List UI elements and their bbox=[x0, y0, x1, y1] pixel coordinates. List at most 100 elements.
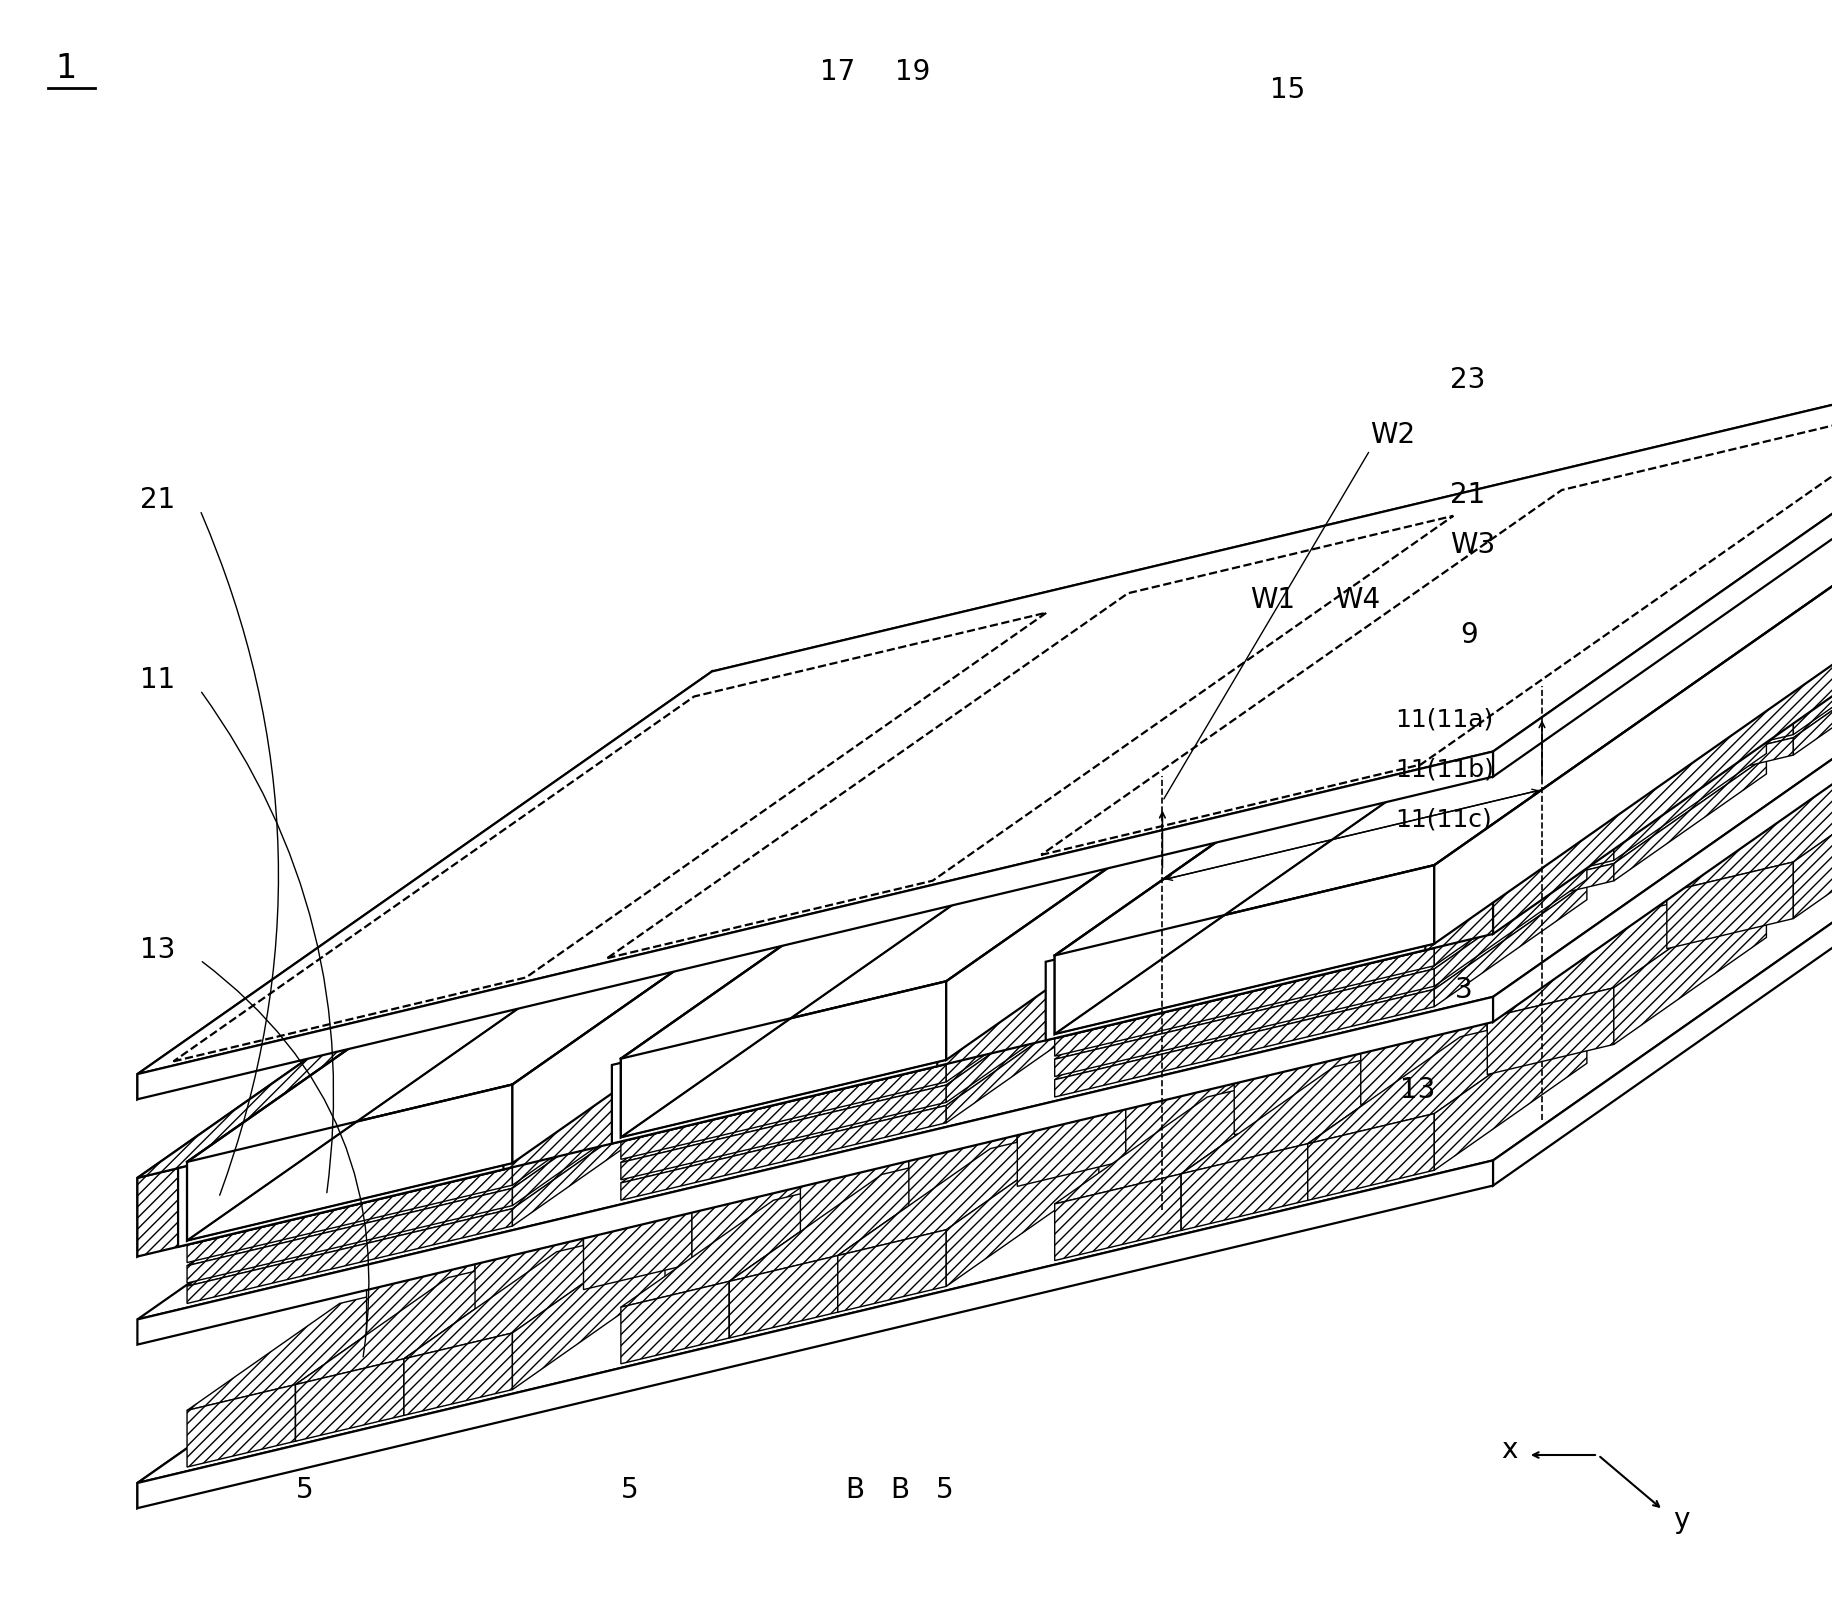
Polygon shape bbox=[546, 1026, 808, 1158]
Polygon shape bbox=[980, 747, 1458, 931]
Polygon shape bbox=[1055, 506, 1832, 955]
Polygon shape bbox=[692, 1100, 845, 1265]
Text: W1: W1 bbox=[1249, 586, 1295, 615]
Polygon shape bbox=[1541, 892, 1667, 979]
Polygon shape bbox=[187, 1208, 513, 1303]
Polygon shape bbox=[403, 1226, 665, 1358]
Polygon shape bbox=[1235, 1048, 1361, 1136]
Polygon shape bbox=[1017, 1103, 1125, 1187]
Polygon shape bbox=[137, 671, 713, 1100]
Polygon shape bbox=[692, 936, 845, 1060]
Polygon shape bbox=[187, 1189, 513, 1282]
Polygon shape bbox=[713, 348, 1832, 697]
Polygon shape bbox=[1308, 1037, 1460, 1200]
Polygon shape bbox=[1434, 842, 1587, 966]
Polygon shape bbox=[654, 1107, 762, 1190]
Polygon shape bbox=[137, 758, 1832, 1482]
Polygon shape bbox=[187, 803, 698, 1240]
Polygon shape bbox=[1667, 861, 1794, 948]
Polygon shape bbox=[178, 1090, 504, 1247]
Polygon shape bbox=[872, 829, 1024, 953]
Polygon shape bbox=[909, 1023, 1171, 1155]
Polygon shape bbox=[1055, 948, 1434, 1057]
Polygon shape bbox=[1088, 923, 1240, 1087]
Text: x: x bbox=[1502, 1436, 1519, 1465]
Text: 11(11a): 11(11a) bbox=[1394, 708, 1493, 732]
Polygon shape bbox=[1493, 594, 1832, 1023]
Polygon shape bbox=[474, 1232, 583, 1316]
Polygon shape bbox=[137, 752, 1493, 1100]
Polygon shape bbox=[1125, 873, 1279, 997]
Polygon shape bbox=[1304, 871, 1458, 1036]
Text: 11(11b): 11(11b) bbox=[1394, 758, 1493, 782]
Polygon shape bbox=[621, 981, 945, 1137]
Polygon shape bbox=[1055, 861, 1587, 1060]
Polygon shape bbox=[762, 1000, 916, 1165]
Polygon shape bbox=[1614, 881, 1766, 1045]
Polygon shape bbox=[187, 1081, 665, 1266]
Polygon shape bbox=[546, 810, 1024, 994]
Polygon shape bbox=[187, 1384, 295, 1468]
Polygon shape bbox=[1017, 1023, 1171, 1187]
Polygon shape bbox=[1361, 1018, 1488, 1105]
Polygon shape bbox=[366, 1152, 628, 1284]
Text: 1: 1 bbox=[55, 52, 77, 85]
Polygon shape bbox=[366, 936, 845, 1119]
Polygon shape bbox=[137, 855, 1493, 1257]
Polygon shape bbox=[187, 726, 1024, 1161]
Polygon shape bbox=[801, 960, 1125, 1053]
Text: 17: 17 bbox=[821, 58, 856, 85]
Polygon shape bbox=[513, 1081, 665, 1205]
Polygon shape bbox=[801, 979, 1125, 1074]
Text: 5: 5 bbox=[621, 1476, 639, 1503]
Polygon shape bbox=[1055, 1174, 1182, 1261]
Polygon shape bbox=[1125, 852, 1279, 976]
Polygon shape bbox=[1055, 865, 1434, 1034]
Polygon shape bbox=[187, 1102, 665, 1286]
Polygon shape bbox=[1046, 871, 1425, 1040]
Polygon shape bbox=[1541, 815, 1693, 979]
Polygon shape bbox=[1235, 716, 1766, 913]
Polygon shape bbox=[174, 613, 1046, 1061]
Text: 21: 21 bbox=[139, 486, 176, 515]
Text: W4: W4 bbox=[1336, 586, 1379, 615]
Polygon shape bbox=[1235, 940, 1513, 1077]
Polygon shape bbox=[1434, 861, 1587, 986]
Polygon shape bbox=[403, 1252, 557, 1416]
Polygon shape bbox=[1614, 736, 1766, 860]
Polygon shape bbox=[713, 758, 1832, 1105]
Polygon shape bbox=[621, 700, 1132, 1137]
Polygon shape bbox=[654, 1026, 808, 1190]
Polygon shape bbox=[295, 1252, 557, 1384]
Text: W2: W2 bbox=[1370, 421, 1414, 448]
Polygon shape bbox=[1488, 881, 1766, 1018]
Polygon shape bbox=[980, 813, 1304, 908]
Polygon shape bbox=[1182, 1037, 1460, 1174]
Polygon shape bbox=[1414, 718, 1794, 824]
Text: 11: 11 bbox=[139, 666, 176, 694]
Polygon shape bbox=[801, 873, 1279, 1057]
Polygon shape bbox=[295, 1277, 449, 1442]
Text: 19: 19 bbox=[896, 58, 931, 85]
Polygon shape bbox=[1794, 755, 1832, 919]
Polygon shape bbox=[1055, 989, 1434, 1097]
Polygon shape bbox=[1614, 756, 1766, 881]
Text: 13: 13 bbox=[139, 936, 176, 965]
Polygon shape bbox=[692, 955, 845, 1079]
Polygon shape bbox=[1667, 755, 1832, 892]
Polygon shape bbox=[1235, 863, 1614, 971]
Polygon shape bbox=[1088, 1003, 1196, 1087]
Polygon shape bbox=[1055, 842, 1587, 1039]
Polygon shape bbox=[546, 829, 1024, 1015]
Text: 5: 5 bbox=[297, 1476, 313, 1503]
Polygon shape bbox=[621, 623, 1458, 1058]
Polygon shape bbox=[713, 453, 1832, 853]
Polygon shape bbox=[1667, 786, 1819, 948]
Polygon shape bbox=[621, 1086, 945, 1179]
Text: 5: 5 bbox=[936, 1476, 954, 1503]
Polygon shape bbox=[1308, 1113, 1434, 1200]
Polygon shape bbox=[621, 1105, 945, 1200]
Polygon shape bbox=[1304, 726, 1458, 850]
Polygon shape bbox=[980, 923, 1240, 1055]
Polygon shape bbox=[1304, 747, 1458, 871]
